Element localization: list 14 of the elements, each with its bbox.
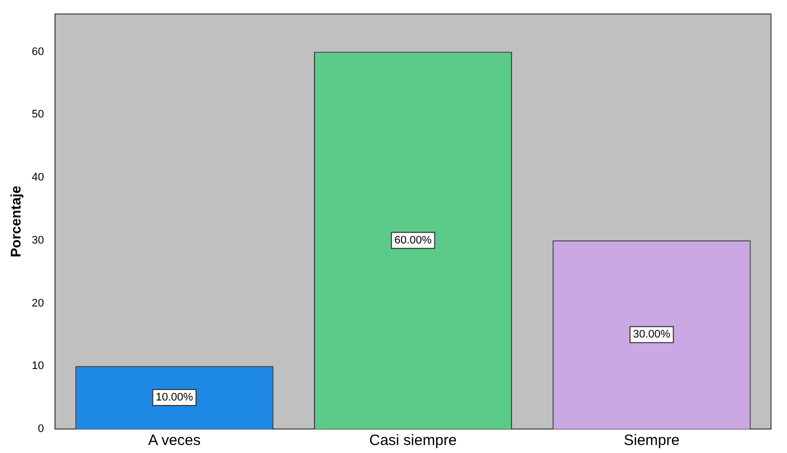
y-tick-label: 50: [32, 108, 44, 121]
y-tick-label: 60: [32, 46, 44, 58]
y-axis-title: Porcentaje: [7, 185, 24, 258]
data-label: 30.00%: [633, 328, 671, 341]
x-tick-label: Casi siempre: [369, 432, 457, 450]
y-tick-label: 30: [32, 234, 44, 246]
y-tick-label: 0: [38, 423, 44, 436]
y-tick-label: 20: [32, 297, 44, 310]
y-tick-label: 10: [32, 360, 44, 372]
x-tick-label: Siempre: [624, 432, 680, 450]
y-tick-label: 40: [32, 172, 44, 184]
x-tick-label: A veces: [148, 432, 201, 450]
data-label: 10.00%: [156, 392, 194, 404]
data-label: 60.00%: [394, 234, 432, 246]
